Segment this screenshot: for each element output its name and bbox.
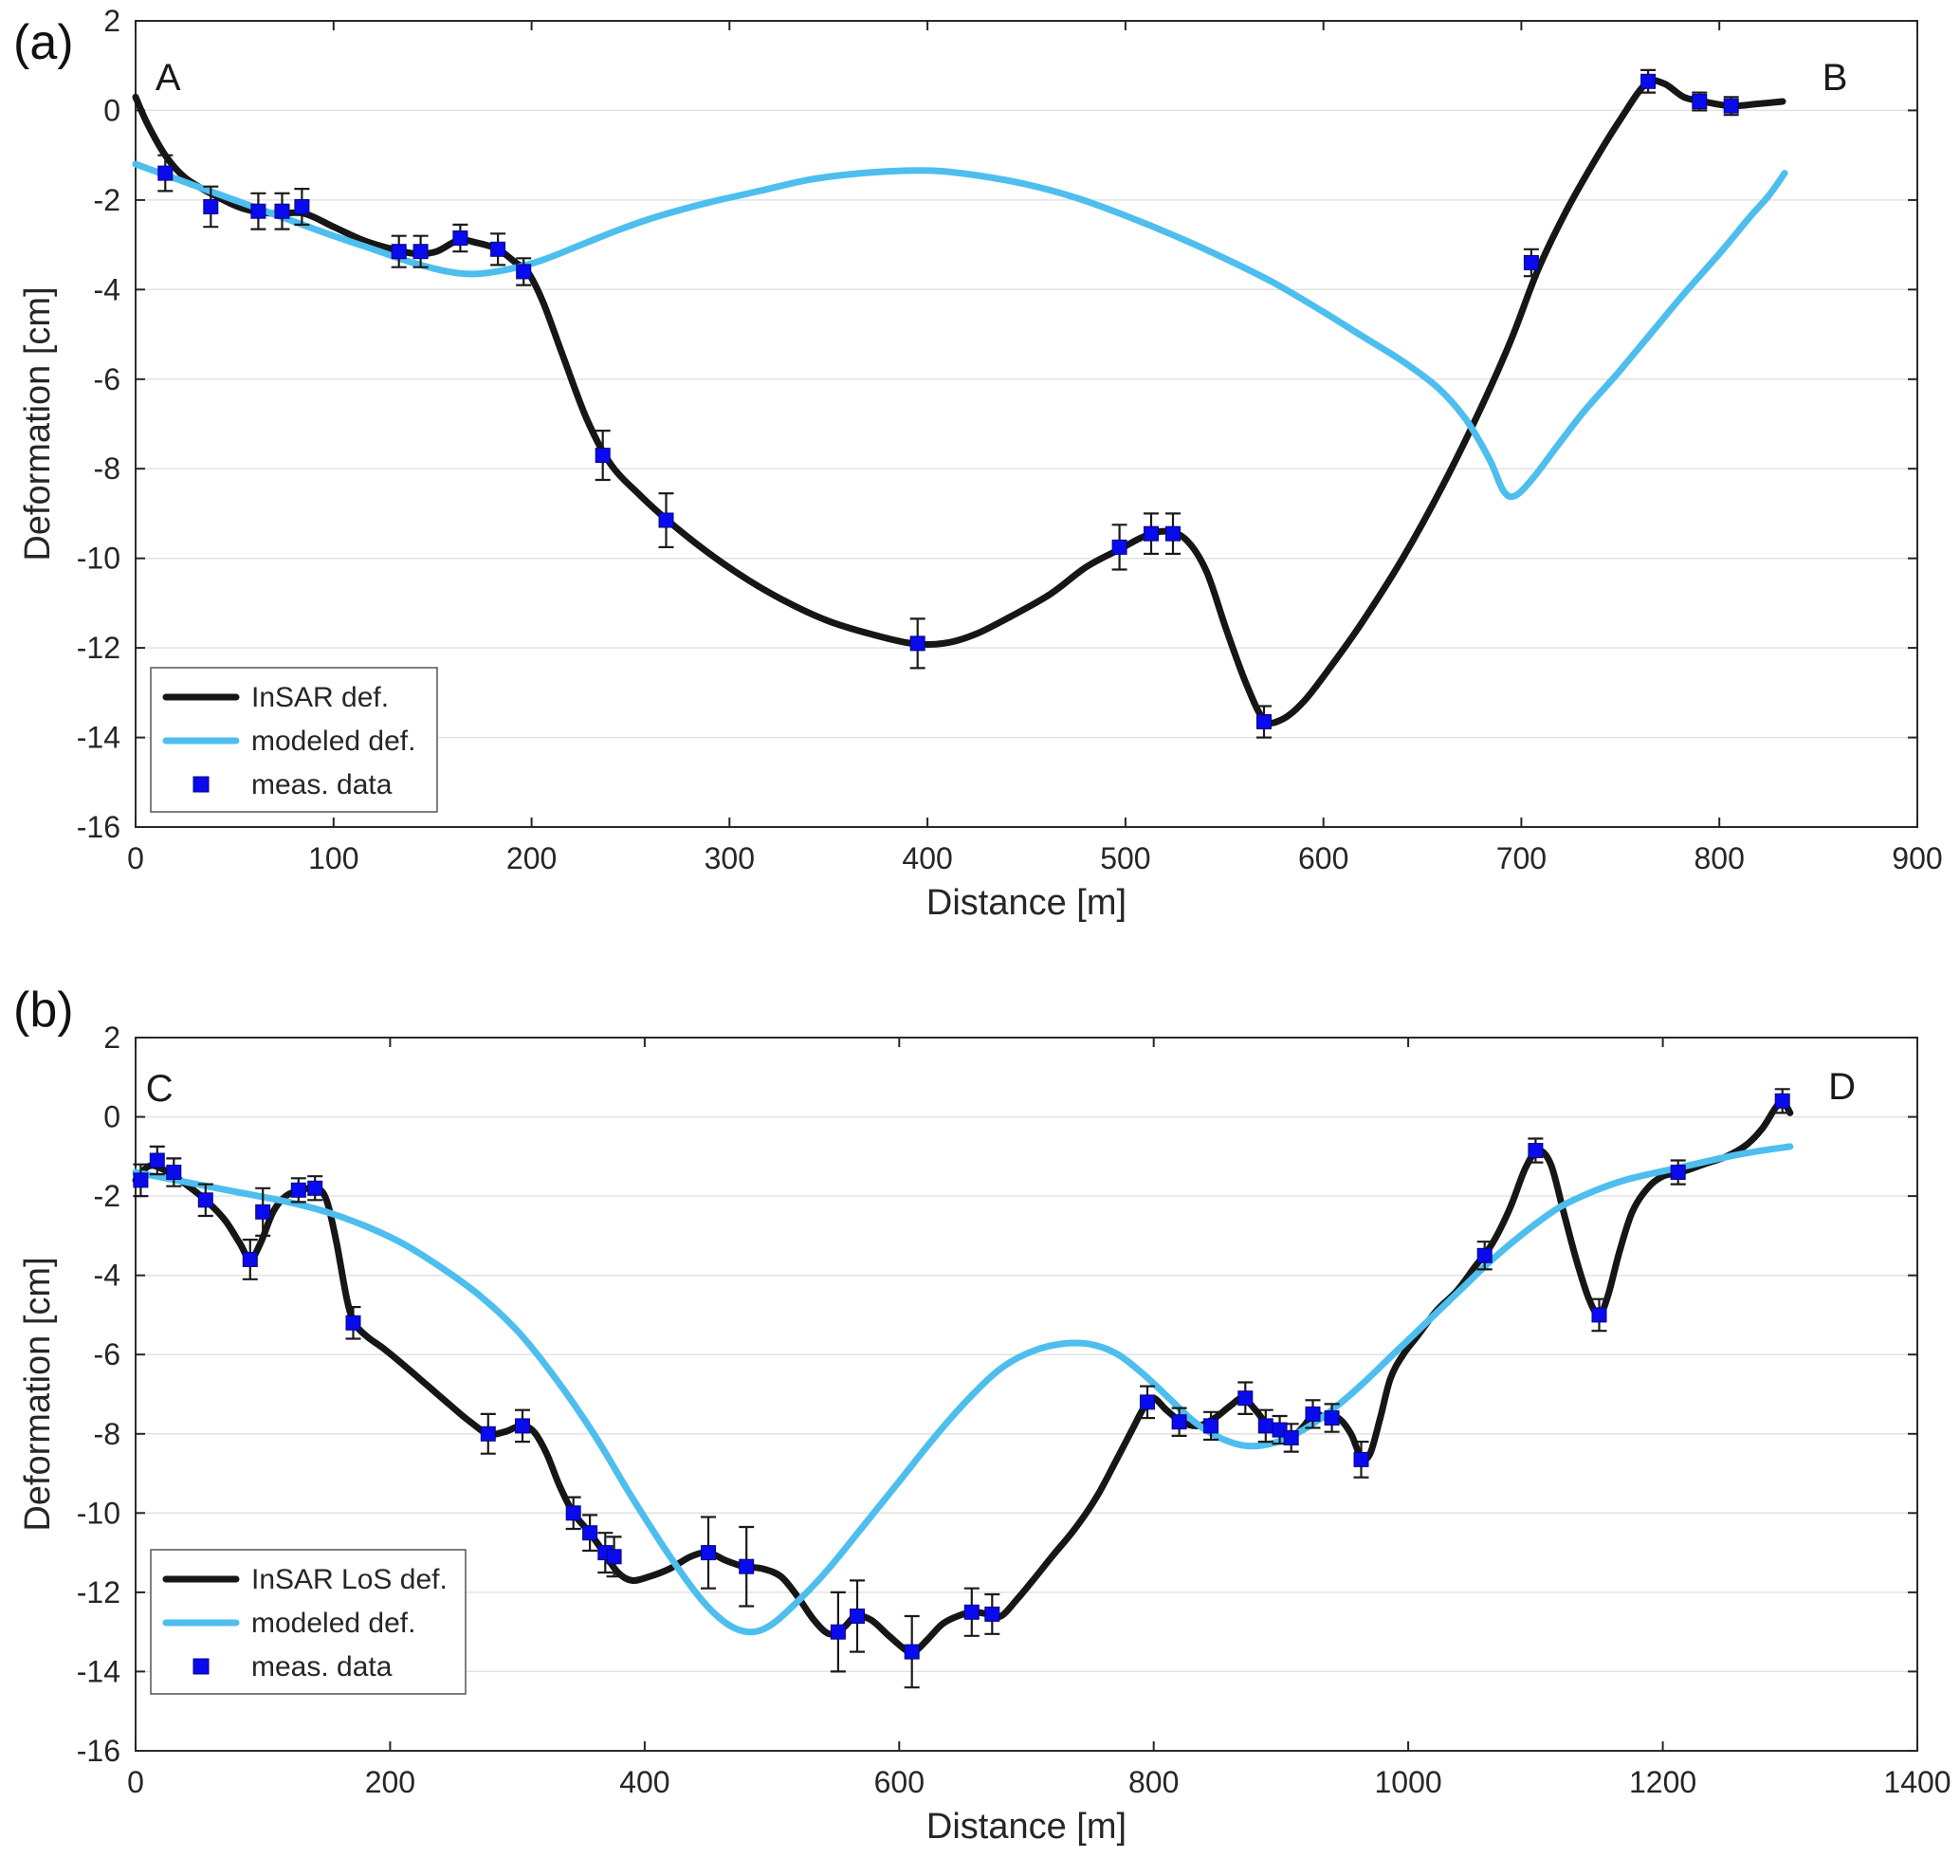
legend: InSAR LoS def. modeled def. meas. data: [150, 1549, 467, 1695]
x-tick-labels: 0 200 400 600 800 1000 1200 1400: [127, 1038, 1951, 1799]
y-tick-labels: -16 -14 -12 -10 -8 -6 -4 -2 0 2: [77, 4, 1917, 844]
meas-data-points: [133, 1088, 1790, 1689]
legend-item-label: meas. data: [251, 769, 393, 800]
y-tick-labels: -16 -14 -12 -10 -8 -6 -4 -2 0 2: [77, 1021, 1917, 1768]
legend-item-label: meas. data: [251, 1651, 393, 1683]
svg-text:100: 100: [308, 841, 358, 875]
y-axis-label: Deformation [cm]: [18, 1257, 58, 1531]
svg-text:-8: -8: [94, 451, 120, 486]
endpoint-label-d: D: [1828, 1066, 1856, 1108]
svg-text:-14: -14: [77, 1654, 120, 1688]
svg-text:600: 600: [874, 1765, 925, 1799]
svg-text:-16: -16: [77, 810, 120, 844]
svg-text:-6: -6: [94, 362, 120, 396]
legend-item-label: modeled def.: [251, 726, 415, 757]
svg-text:0: 0: [103, 93, 120, 127]
svg-text:0: 0: [127, 1765, 144, 1799]
svg-text:0: 0: [103, 1100, 120, 1134]
svg-text:1200: 1200: [1629, 1765, 1696, 1799]
endpoint-label-c: C: [146, 1068, 174, 1110]
y-axis-label: Deformation [cm]: [18, 286, 58, 561]
endpoint-label-b: B: [1823, 57, 1848, 99]
svg-text:-12: -12: [77, 631, 120, 665]
plot-border: [135, 20, 1918, 828]
svg-text:400: 400: [619, 1765, 669, 1799]
x-axis-label: Distance [m]: [926, 883, 1127, 923]
meas-data-points: [157, 68, 1739, 739]
svg-text:200: 200: [365, 1765, 415, 1799]
svg-text:-2: -2: [94, 183, 120, 217]
modeled-def-line: [132, 160, 1788, 501]
svg-text:-10: -10: [77, 1496, 120, 1530]
svg-text:-10: -10: [77, 542, 120, 576]
plot-border: [135, 1037, 1918, 1752]
legend-item-label: InSAR LoS def.: [251, 1564, 448, 1595]
svg-text:400: 400: [902, 841, 952, 875]
svg-text:800: 800: [1128, 1765, 1179, 1799]
panel-letter: (b): [13, 983, 74, 1038]
endpoint-label-a: A: [156, 57, 181, 99]
x-tick-labels: 0 100 200 300 400 500 600 700 800 900: [127, 21, 1943, 875]
panel-a: 0 100 200 300 400 500 600 700 800 900 -16 -14 -12 -10…: [13, 4, 1943, 923]
svg-text:700: 700: [1496, 841, 1547, 875]
svg-text:600: 600: [1298, 841, 1348, 875]
panel-letter: (a): [13, 15, 74, 70]
panel-b: 0 200 400 600 800 1000 1200 1400 -16 -14 -12 -10 -8-…: [0, 948, 1960, 1876]
legend-item-label: InSAR def.: [251, 682, 389, 713]
svg-text:200: 200: [506, 841, 557, 875]
svg-text:-16: -16: [77, 1734, 120, 1768]
modeled-def-line: [132, 1143, 1794, 1636]
svg-text:1400: 1400: [1883, 1765, 1951, 1799]
svg-text:800: 800: [1694, 841, 1745, 875]
chart-panel-a: 0 100 200 300 400 500 600 700 800 900 -16 -14 -12 -10…: [13, 4, 1943, 923]
svg-text:-14: -14: [77, 721, 120, 755]
svg-text:-8: -8: [94, 1417, 120, 1451]
panel-background: [0, 948, 1960, 1876]
svg-text:-12: -12: [77, 1575, 120, 1609]
legend: InSAR def. modeled def. meas. data: [150, 667, 438, 813]
svg-text:-2: -2: [94, 1179, 120, 1213]
legend-item-label: modeled def.: [251, 1608, 415, 1639]
svg-text:0: 0: [127, 841, 144, 875]
svg-text:300: 300: [705, 841, 755, 875]
svg-text:2: 2: [103, 4, 120, 38]
svg-text:2: 2: [103, 1021, 120, 1055]
svg-text:-6: -6: [94, 1337, 120, 1371]
legend-sample-meas-data: [192, 776, 210, 793]
svg-text:500: 500: [1100, 841, 1150, 875]
chart-panel-b: 0 200 400 600 800 1000 1200 1400-16-14-12-10-8-…: [0, 948, 1960, 1876]
svg-text:1000: 1000: [1375, 1765, 1442, 1799]
svg-text:-4: -4: [94, 272, 120, 306]
svg-text:900: 900: [1892, 841, 1942, 875]
x-axis-label: Distance [m]: [926, 1807, 1127, 1847]
svg-text:-4: -4: [94, 1259, 120, 1293]
legend-sample-meas-data: [192, 1658, 210, 1675]
